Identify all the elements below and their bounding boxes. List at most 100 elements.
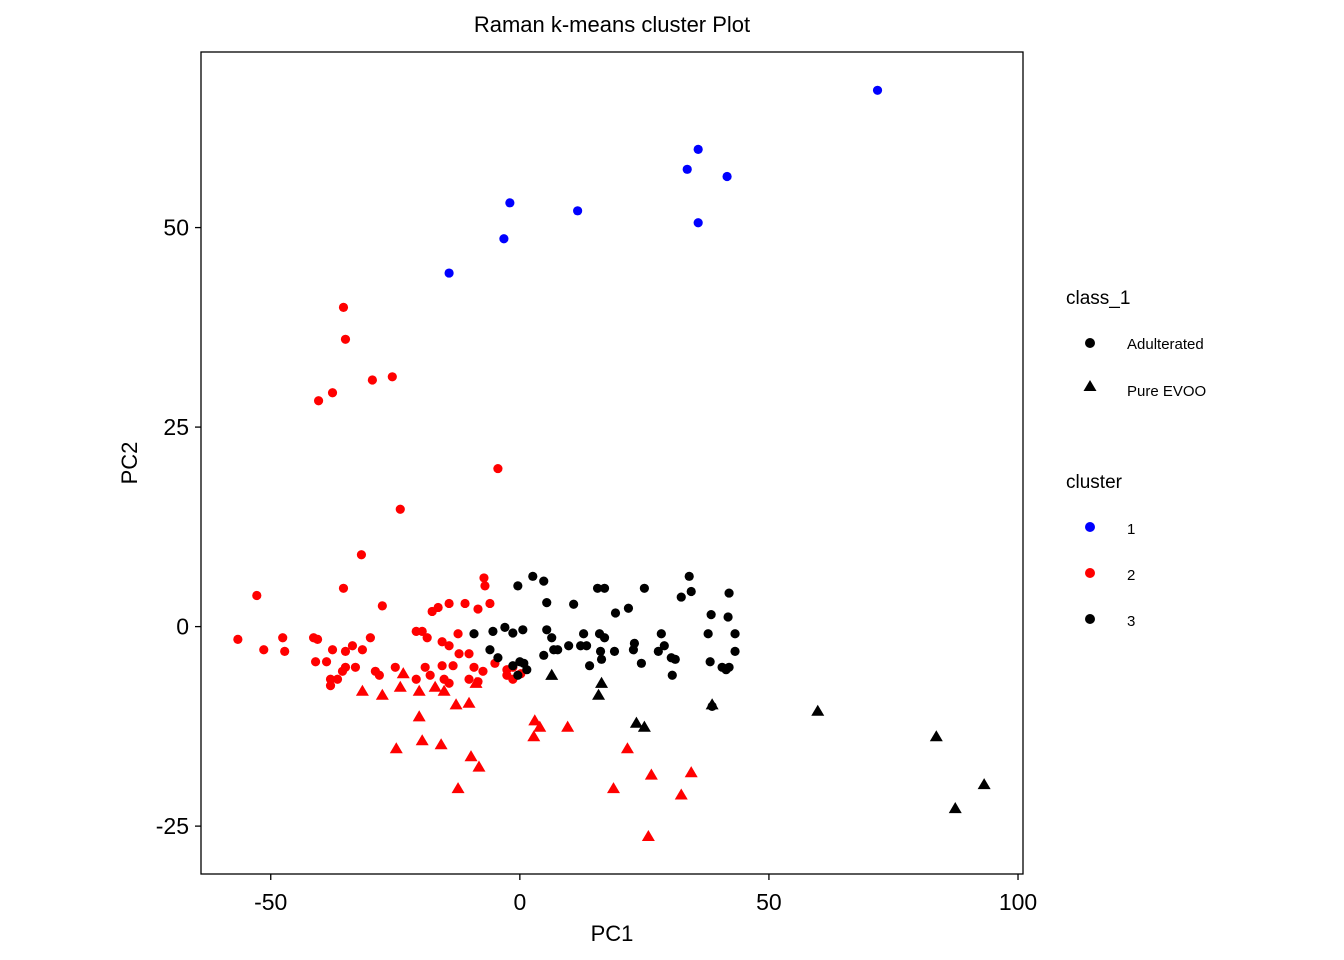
point-cluster-3-circle-50 (584, 661, 595, 671)
point-cluster-3-circle-19 (508, 628, 518, 638)
point-cluster-2-circle-2 (387, 372, 397, 382)
point-cluster-2-circle-28 (357, 645, 368, 655)
x-tick-label-0: -50 (254, 889, 287, 915)
point-cluster-3-circle-15 (723, 612, 733, 622)
legend-cluster-label-1: 1 (1127, 521, 1135, 538)
point-cluster-3-circle-1 (539, 576, 549, 586)
point-cluster-3-circle-20 (518, 625, 528, 635)
point-cluster-3-circle-22 (547, 633, 557, 643)
point-cluster-2-triangle-15 (434, 738, 448, 750)
point-cluster-3-circle-47 (730, 646, 740, 656)
point-cluster-3-circle-53 (705, 657, 715, 667)
point-cluster-2-circle-17 (473, 604, 483, 614)
point-cluster-2-circle-44 (350, 662, 361, 672)
point-cluster-3-circle-8 (724, 588, 734, 598)
point-cluster-3-circle-4 (592, 583, 603, 593)
point-cluster-2-circle-0 (338, 302, 349, 312)
point-cluster-2-circle-40 (464, 649, 474, 659)
point-cluster-3-circle-32 (493, 653, 503, 663)
point-cluster-3-circle-58 (667, 670, 677, 680)
point-cluster-2-circle-37 (310, 657, 321, 667)
point-cluster-2-circle-62 (464, 674, 474, 684)
point-cluster-2-circle-1 (340, 334, 351, 344)
point-cluster-2-circle-6 (493, 463, 503, 474)
point-cluster-2-circle-27 (347, 641, 358, 651)
legend: class_1 Adulterated Pure EVOO cluster 1 … (1066, 288, 1206, 630)
point-cluster-3-circle-16 (469, 629, 479, 639)
y-tick-label-3: 50 (163, 215, 189, 241)
point-cluster-1-circle-8 (444, 268, 454, 278)
x-tick-label-3: 100 (999, 889, 1037, 915)
point-cluster-3-circle-0 (528, 571, 538, 581)
point-cluster-3-circle-27 (656, 629, 666, 639)
point-cluster-2-circle-38 (321, 657, 332, 667)
point-cluster-2-circle-5 (313, 396, 324, 406)
point-cluster-2-circle-26 (365, 633, 375, 643)
x-tick-label-2: 50 (756, 889, 782, 915)
point-cluster-2-triangle-8 (449, 698, 463, 710)
point-cluster-2-triangle-3 (412, 684, 426, 696)
point-cluster-3-triangle-5 (629, 716, 643, 728)
point-cluster-2-triangle-2 (437, 684, 451, 696)
legend-class-label-pure-evoo: Pure EVOO (1127, 383, 1206, 400)
point-cluster-1-circle-4 (505, 198, 515, 208)
point-cluster-2-circle-58 (411, 674, 421, 684)
point-cluster-3-circle-42 (609, 646, 620, 656)
legend-class-title: class_1 (1066, 288, 1130, 309)
point-cluster-2-circle-14 (444, 598, 454, 609)
point-cluster-2-triangle-7 (469, 676, 483, 688)
point-cluster-2-triangle-24 (606, 782, 620, 794)
point-cluster-2-circle-48 (437, 661, 447, 671)
point-cluster-2-circle-43 (340, 662, 351, 672)
point-cluster-1-circle-1 (693, 144, 703, 154)
point-cluster-3-circle-7 (686, 586, 696, 597)
point-cluster-3-circle-41 (595, 646, 606, 656)
legend-cluster-title: cluster (1066, 472, 1123, 493)
point-cluster-2-triangle-16 (415, 734, 429, 746)
point-cluster-2-circle-61 (444, 678, 454, 688)
point-cluster-2-circle-22 (233, 634, 243, 644)
legend-cluster-label-2: 2 (1127, 567, 1135, 584)
point-cluster-2-triangle-0 (393, 680, 407, 692)
point-cluster-2-circle-33 (437, 637, 447, 647)
point-cluster-3-circle-31 (485, 645, 495, 655)
x-tick-label-1: 0 (513, 889, 526, 915)
point-cluster-1-circle-6 (693, 218, 703, 228)
point-cluster-3-circle-6 (639, 583, 649, 593)
point-cluster-3-circle-40 (581, 641, 592, 651)
point-cluster-3-circle-44 (653, 646, 663, 656)
point-cluster-3-circle-25 (599, 633, 610, 643)
point-cluster-3-triangle-6 (637, 720, 651, 732)
point-cluster-3-circle-2 (684, 571, 694, 581)
point-cluster-3-circle-43 (628, 645, 639, 655)
point-cluster-3-triangle-8 (977, 778, 991, 790)
point-cluster-2-circle-4 (327, 388, 338, 398)
point-cluster-1-circle-2 (682, 164, 692, 174)
legend-cluster-1-key (1085, 522, 1095, 532)
point-cluster-3-circle-10 (542, 598, 552, 608)
point-cluster-3-circle-14 (706, 610, 716, 620)
point-cluster-2-triangle-23 (451, 782, 465, 794)
point-cluster-3-circle-11 (569, 599, 579, 609)
point-cluster-2-triangle-26 (641, 829, 655, 842)
point-cluster-3-circle-37 (553, 645, 563, 655)
point-cluster-2-circle-49 (448, 661, 458, 671)
point-cluster-2-circle-25 (312, 634, 323, 644)
point-cluster-2-circle-57 (374, 670, 384, 680)
y-tick-label-0: -25 (156, 813, 189, 839)
y-tick-label-1: 0 (176, 614, 189, 640)
point-cluster-3-circle-18 (500, 622, 510, 633)
point-cluster-3-circle-52 (636, 658, 646, 668)
point-cluster-3-triangle-1 (595, 676, 609, 688)
point-cluster-2-circle-46 (390, 662, 400, 672)
point-cluster-3-circle-49 (522, 665, 532, 675)
legend-circle-key (1085, 338, 1095, 348)
point-cluster-2-circle-7 (395, 504, 405, 514)
point-cluster-2-circle-21 (411, 626, 421, 636)
point-cluster-2-circle-51 (478, 666, 488, 676)
legend-cluster-label-3: 3 (1127, 613, 1135, 630)
points-layer (233, 85, 991, 842)
point-cluster-3-circle-21 (542, 625, 552, 635)
point-cluster-3-circle-12 (623, 603, 634, 613)
point-cluster-2-circle-30 (327, 645, 338, 655)
